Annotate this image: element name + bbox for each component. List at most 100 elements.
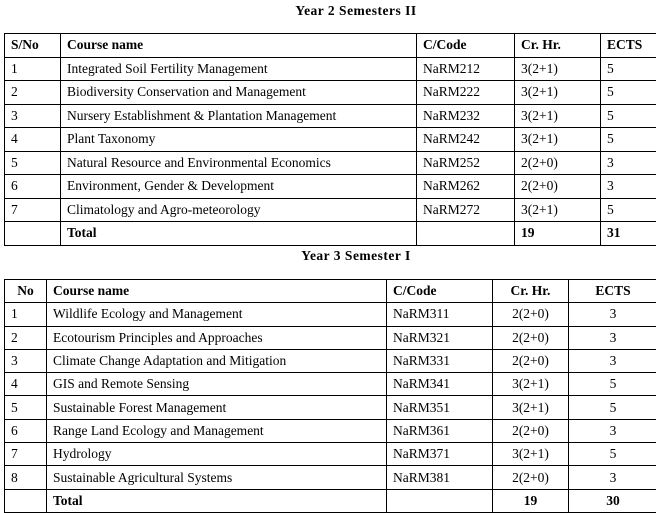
cell: 2(2+0) bbox=[515, 175, 601, 199]
total-ects: 31 bbox=[601, 222, 656, 246]
cell: 3 bbox=[569, 466, 656, 489]
cell: 2(2+0) bbox=[493, 419, 569, 442]
cell: 3 bbox=[569, 303, 656, 326]
cell: GIS and Remote Sensing bbox=[47, 373, 387, 396]
cell: 3 bbox=[5, 104, 61, 128]
cell: 5 bbox=[569, 373, 656, 396]
table-title: Year 3 Semester I bbox=[0, 248, 656, 264]
total-credit: 19 bbox=[493, 489, 569, 512]
header-cell: Cr. Hr. bbox=[515, 34, 601, 58]
cell: 3 bbox=[601, 151, 656, 175]
cell: NaRM311 bbox=[387, 303, 493, 326]
cell: 1 bbox=[5, 57, 61, 81]
cell: NaRM341 bbox=[387, 373, 493, 396]
cell: NaRM242 bbox=[417, 128, 515, 152]
cell: 3 bbox=[569, 349, 656, 372]
cell bbox=[5, 222, 61, 246]
cell: 6 bbox=[5, 419, 47, 442]
cell: Sustainable Forest Management bbox=[47, 396, 387, 419]
cell: Environment, Gender & Development bbox=[61, 175, 417, 199]
cell: NaRM321 bbox=[387, 326, 493, 349]
header-cell: Course name bbox=[61, 34, 417, 58]
cell: 1 bbox=[5, 303, 47, 326]
cell: 6 bbox=[5, 175, 61, 199]
cell: 3 bbox=[601, 175, 656, 199]
cell: NaRM381 bbox=[387, 466, 493, 489]
cell: 3 bbox=[569, 326, 656, 349]
cell: 2 bbox=[5, 326, 47, 349]
cell: 2(2+0) bbox=[515, 151, 601, 175]
cell: 5 bbox=[5, 151, 61, 175]
cell: Climate Change Adaptation and Mitigation bbox=[47, 349, 387, 372]
header-cell: Cr. Hr. bbox=[493, 280, 569, 303]
cell: 5 bbox=[5, 396, 47, 419]
cell: 5 bbox=[601, 57, 656, 81]
cell: Ecotourism Principles and Approaches bbox=[47, 326, 387, 349]
header-cell: C/Code bbox=[387, 280, 493, 303]
total-credit: 19 bbox=[515, 222, 601, 246]
cell: 4 bbox=[5, 128, 61, 152]
cell bbox=[5, 489, 47, 512]
cell: NaRM232 bbox=[417, 104, 515, 128]
cell: Natural Resource and Environmental Econo… bbox=[61, 151, 417, 175]
cell: 5 bbox=[601, 128, 656, 152]
cell: Nursery Establishment & Plantation Manag… bbox=[61, 104, 417, 128]
cell: 2(2+0) bbox=[493, 466, 569, 489]
cell: NaRM212 bbox=[417, 57, 515, 81]
cell: NaRM351 bbox=[387, 396, 493, 419]
cell: Plant Taxonomy bbox=[61, 128, 417, 152]
cell: 3(2+1) bbox=[515, 57, 601, 81]
cell: NaRM361 bbox=[387, 419, 493, 442]
cell: Integrated Soil Fertility Management bbox=[61, 57, 417, 81]
total-label: Total bbox=[61, 222, 417, 246]
cell: 3(2+1) bbox=[515, 198, 601, 222]
header-cell: ECTS bbox=[569, 280, 656, 303]
cell: NaRM262 bbox=[417, 175, 515, 199]
cell: NaRM272 bbox=[417, 198, 515, 222]
cell bbox=[417, 222, 515, 246]
cell: Range Land Ecology and Management bbox=[47, 419, 387, 442]
cell: 5 bbox=[601, 104, 656, 128]
cell: Hydrology bbox=[47, 443, 387, 466]
cell: Wildlife Ecology and Management bbox=[47, 303, 387, 326]
table-title: Year 2 Semesters II bbox=[0, 3, 656, 19]
cell: 5 bbox=[569, 396, 656, 419]
cell: 8 bbox=[5, 466, 47, 489]
header-cell: C/Code bbox=[417, 34, 515, 58]
cell: 2(2+0) bbox=[493, 326, 569, 349]
cell: 4 bbox=[5, 373, 47, 396]
cell: 5 bbox=[569, 443, 656, 466]
cell: 3(2+1) bbox=[493, 396, 569, 419]
cell bbox=[387, 489, 493, 512]
cell: 5 bbox=[601, 198, 656, 222]
cell: 7 bbox=[5, 443, 47, 466]
cell: 5 bbox=[601, 81, 656, 105]
cell: 2 bbox=[5, 81, 61, 105]
cell: NaRM331 bbox=[387, 349, 493, 372]
cell: 3(2+1) bbox=[515, 81, 601, 105]
cell: NaRM371 bbox=[387, 443, 493, 466]
cell: 3 bbox=[5, 349, 47, 372]
cell: 2(2+0) bbox=[493, 303, 569, 326]
cell: Climatology and Agro-meteorology bbox=[61, 198, 417, 222]
cell: 7 bbox=[5, 198, 61, 222]
cell: NaRM252 bbox=[417, 151, 515, 175]
